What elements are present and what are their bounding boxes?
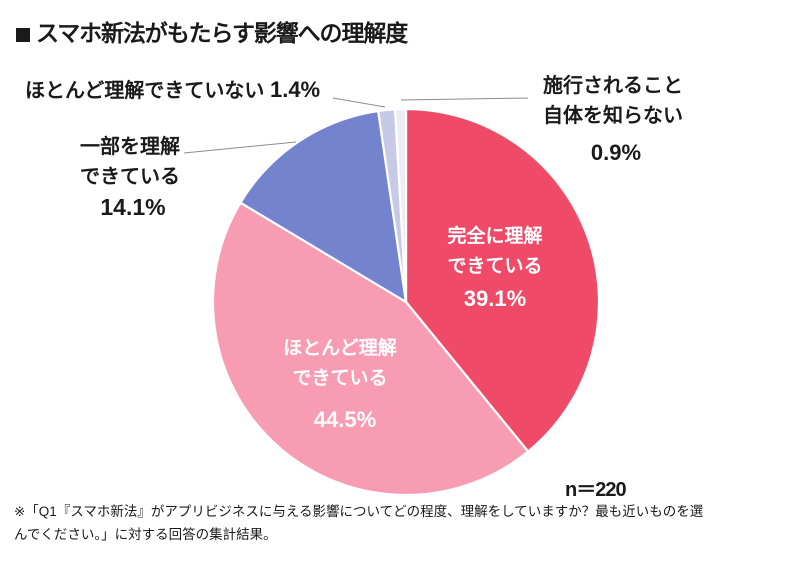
svg-text:自体を知らない: 自体を知らない [543,103,683,127]
svg-text:ほとんど理解: ほとんど理解 [283,336,396,359]
svg-text:0.9%: 0.9% [591,140,641,165]
svg-text:できている: できている [447,255,542,277]
svg-text:完全に理解: 完全に理解 [447,224,542,247]
svg-text:14.1%: 14.1% [100,194,165,220]
svg-text:39.1%: 39.1% [464,286,526,311]
svg-text:施行されること: 施行されること [543,73,683,97]
svg-text:一部を理解: 一部を理解 [80,134,180,158]
svg-text:44.5%: 44.5% [314,407,376,432]
svg-text:できている: できている [80,165,180,188]
svg-text:できている: できている [292,367,387,389]
svg-text:ほとんど理解できていない 1.4%: ほとんど理解できていない 1.4% [25,77,320,102]
